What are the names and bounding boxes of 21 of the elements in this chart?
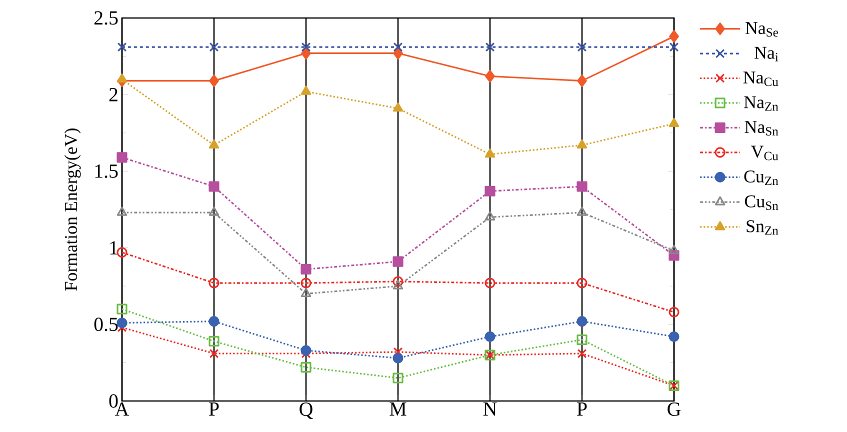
legend-label: Na$_{Se}$: [745, 22, 778, 37]
x-tick-label: P: [209, 402, 219, 416]
x-tick-label: G: [668, 402, 681, 416]
x-tick-label: N: [483, 402, 497, 416]
legend-label: Cu$_{Sn}$: [744, 195, 778, 210]
legend-label: Sn$_{Zn}$: [746, 220, 778, 235]
legend-label: Na$_{Zn}$: [744, 96, 778, 111]
legend-label: Cu$_{Zn}$: [744, 170, 778, 185]
legend-label: Na$_{i}$: [754, 46, 778, 62]
legend-label: Na$_{Cu}$: [743, 72, 778, 86]
y-tick-label: 1.5: [95, 164, 118, 178]
y-tick-label: 2.5: [94, 11, 118, 25]
x-tick-label: M: [390, 402, 406, 416]
y-tick-label: 2: [109, 88, 118, 102]
x-tick-label: P: [577, 402, 587, 416]
x-tick-label: Q: [300, 402, 313, 419]
legend-label: V$_{Cu}$: [751, 146, 778, 160]
legend-label: Na$_{Sn}$: [744, 121, 778, 136]
y-axis-title: Formation Energy(eV): [64, 128, 81, 291]
y-tick-label: 1: [110, 241, 118, 254]
y-tick-label: 0.5: [94, 318, 118, 332]
